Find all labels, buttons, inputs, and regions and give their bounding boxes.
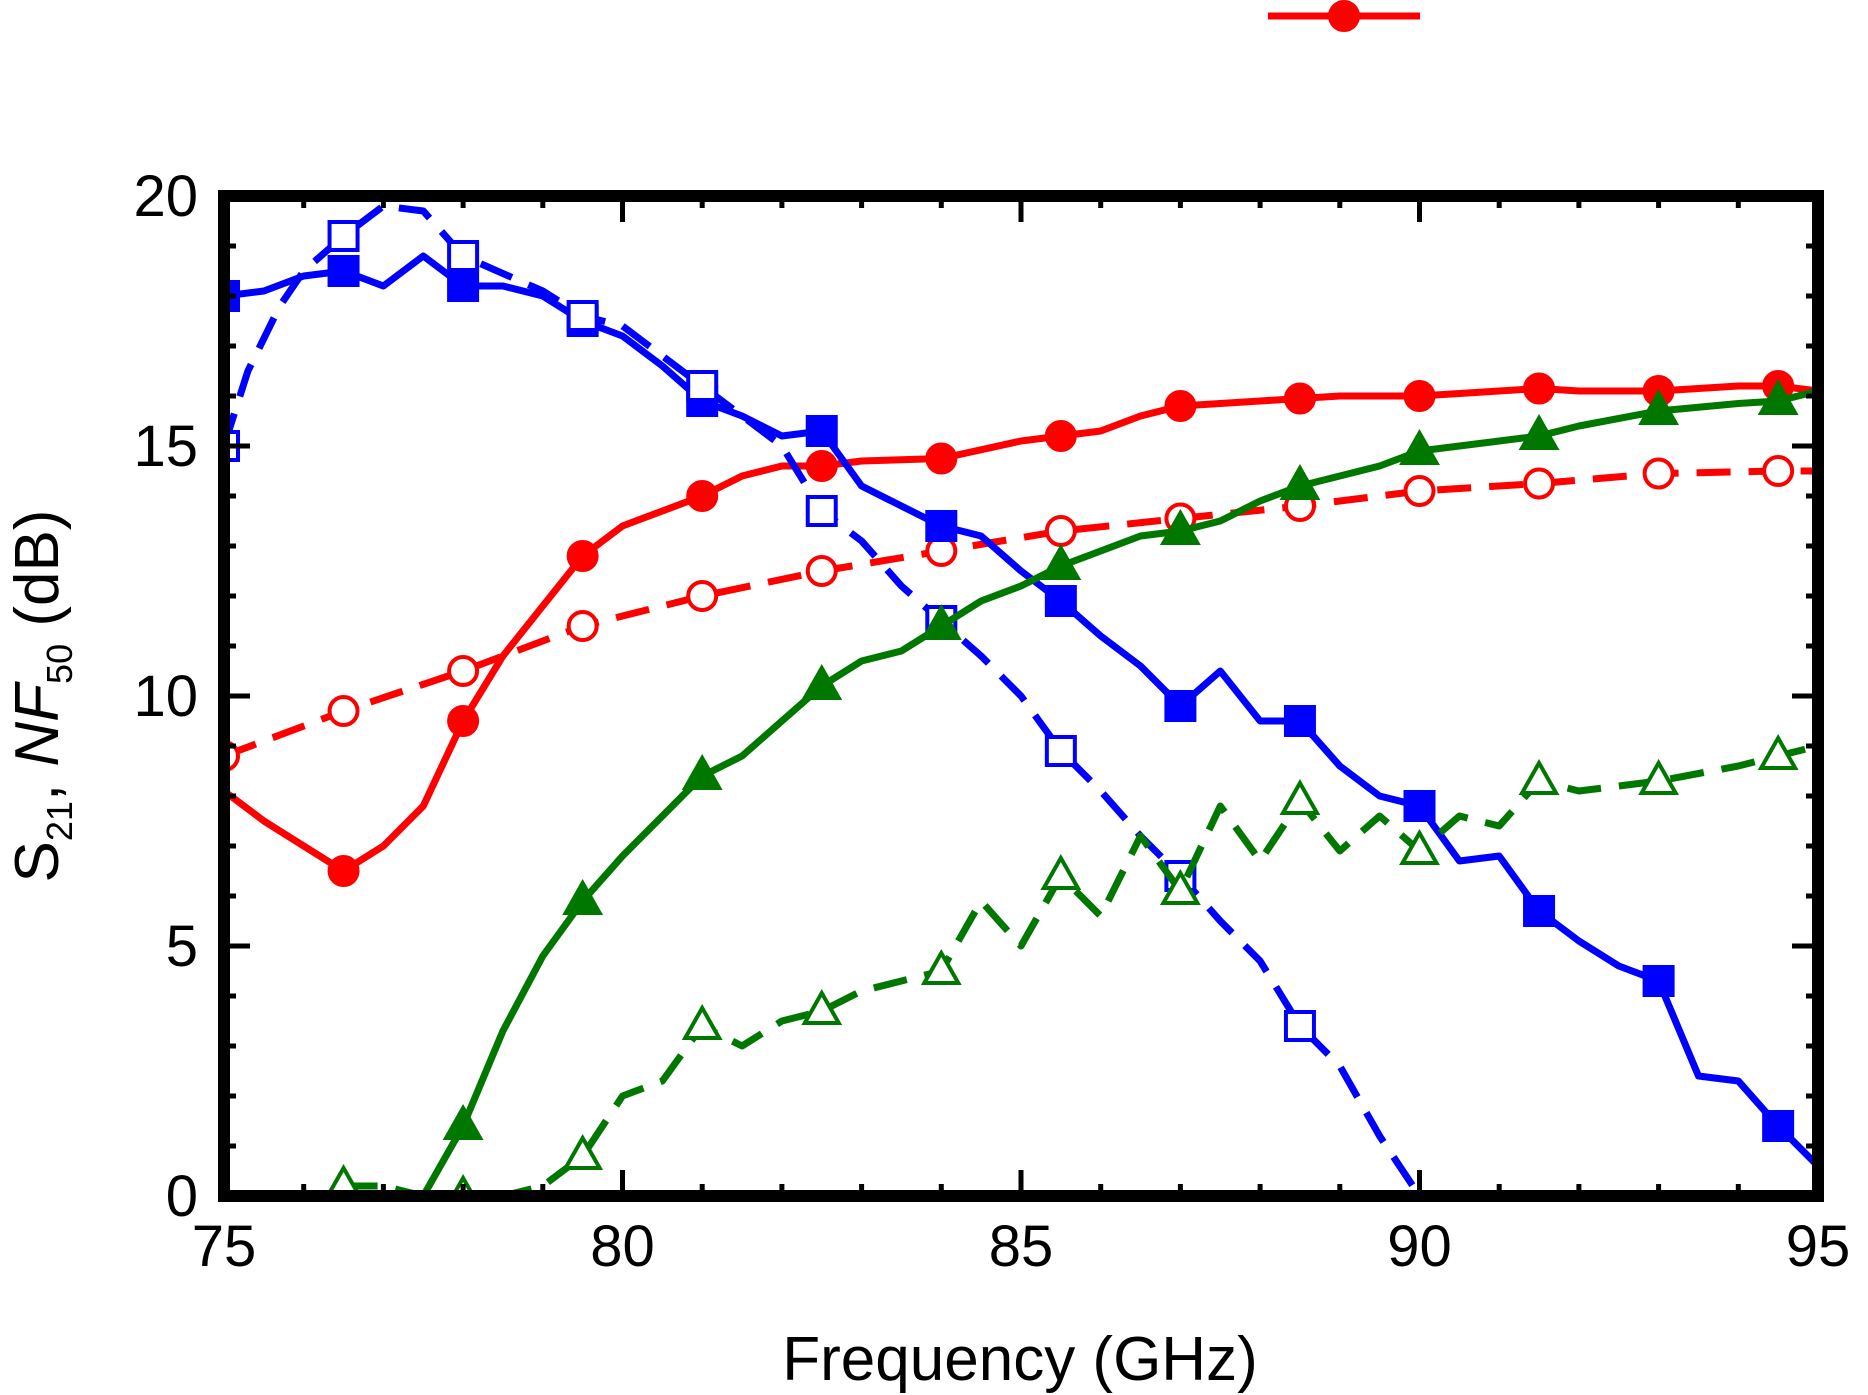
red-dashed-open-circle xyxy=(218,455,1818,772)
green-solid-filled-triangle-marker xyxy=(1638,388,1680,425)
green-dashed-open-triangle-marker xyxy=(1638,758,1680,795)
green-dashed-open-triangle-marker xyxy=(562,1133,604,1170)
green-solid-filled-triangle xyxy=(420,378,1819,1196)
green-solid-filled-triangle-marker xyxy=(1757,378,1799,415)
green-solid-filled-triangle-marker xyxy=(562,878,604,915)
green-dashed-open-triangle-marker xyxy=(1757,733,1799,770)
blue-solid-filled-square-marker xyxy=(1523,895,1556,927)
green-solid-filled-triangle-marker xyxy=(681,753,723,790)
x-tick-label: 80 xyxy=(590,1214,655,1279)
series-layer xyxy=(218,202,1821,1196)
blue-dashed-open-square-marker xyxy=(447,240,480,272)
red-dashed-open-circle-marker xyxy=(1403,475,1436,507)
y-tick-labels: 0 5 10 15 20 xyxy=(133,164,198,1229)
green-dashed-open-triangle-marker xyxy=(681,1003,723,1040)
x-tick-label: 75 xyxy=(192,1214,257,1279)
red-dashed-open-circle-line xyxy=(222,467,1818,760)
green-dashed-open-triangle-line xyxy=(343,742,1819,1196)
green-dashed-open-triangle-marker xyxy=(1040,853,1082,890)
green-solid-filled-triangle-marker xyxy=(801,663,843,700)
x-tick-label: 90 xyxy=(1387,1214,1452,1279)
red-solid-filled-circle-marker xyxy=(925,442,958,475)
red-solid-filled-circle-marker xyxy=(805,450,838,482)
y-tick-label: 20 xyxy=(133,164,198,229)
blue-solid-filled-square-marker xyxy=(805,415,838,447)
green-solid-filled-triangle-marker xyxy=(1159,508,1201,545)
blue-dashed-open-square-marker xyxy=(327,220,360,252)
green-solid-filled-triangle-marker xyxy=(1279,463,1321,500)
red-solid-filled-circle-marker xyxy=(1523,372,1556,405)
y-axis-title: S21, NF50 (dB) xyxy=(3,510,80,883)
y-axis-title-unit: (dB) xyxy=(3,510,72,644)
x-tick-label: 85 xyxy=(989,1214,1054,1279)
red-solid-filled-circle xyxy=(221,370,1819,887)
red-solid-filled-circle-marker xyxy=(447,705,480,737)
y-axis-title-prefix: S xyxy=(3,841,72,882)
blue-solid-filled-square-marker xyxy=(1642,965,1675,997)
red-solid-filled-circle-marker xyxy=(1328,0,1360,32)
green-solid-filled-triangle-line xyxy=(420,387,1819,1196)
green-dashed-open-triangle xyxy=(325,733,1819,1196)
red-solid-filled-circle-marker xyxy=(686,480,719,512)
y-axis-title-var: NF xyxy=(3,681,72,767)
red-solid-filled-circle-marker xyxy=(1164,390,1197,422)
green-dashed-open-triangle-marker xyxy=(801,988,843,1025)
blue-solid-filled-square-marker xyxy=(1044,585,1077,617)
green-dashed-open-triangle-marker xyxy=(1159,868,1201,905)
red-solid-filled-circle-marker xyxy=(327,855,360,887)
x-axis-title: Frequency (GHz) xyxy=(782,1325,1257,1394)
red-dashed-open-circle-marker xyxy=(1642,457,1675,490)
x-tick-labels: 75 80 85 90 95 xyxy=(192,1214,1851,1279)
red-dashed-open-circle-marker xyxy=(1523,467,1556,500)
blue-solid-filled-square-marker xyxy=(1283,705,1316,737)
y-axis-title-sep: , xyxy=(3,767,72,801)
blue-dashed-open-square xyxy=(218,202,1423,1196)
blue-solid-filled-square-marker xyxy=(327,255,360,287)
red-dashed-open-circle-marker xyxy=(1762,455,1795,487)
green-dashed-open-triangle-marker xyxy=(1518,758,1560,795)
red-solid-filled-circle-marker xyxy=(1403,380,1436,412)
blue-solid-filled-square-marker xyxy=(447,270,480,302)
red-solid-filled-circle-line xyxy=(221,382,1819,875)
green-dashed-open-triangle-marker xyxy=(1399,828,1440,865)
green-dashed-open-triangle-marker xyxy=(920,948,962,985)
legend xyxy=(1268,0,1420,32)
red-dashed-open-circle-marker xyxy=(1044,515,1077,547)
red-dashed-open-circle-marker xyxy=(686,580,719,612)
green-solid-filled-triangle-marker xyxy=(1040,543,1082,580)
blue-solid-filled-square-marker xyxy=(1164,690,1197,722)
blue-dashed-open-square-marker xyxy=(1044,735,1077,767)
blue-dashed-open-square-marker xyxy=(686,370,719,402)
blue-solid-filled-square-marker xyxy=(1403,790,1436,822)
red-dashed-open-circle-marker xyxy=(566,610,599,642)
y-tick-label: 10 xyxy=(133,664,198,729)
red-solid-filled-circle-marker xyxy=(566,540,599,572)
green-solid-filled-triangle-marker xyxy=(442,1103,484,1140)
green-solid-filled-triangle-marker xyxy=(1518,413,1560,450)
blue-solid-filled-square-marker xyxy=(925,510,958,542)
y-axis-title-var-sub: 50 xyxy=(39,644,80,684)
x-tick-label: 95 xyxy=(1786,1214,1851,1279)
green-dashed-open-triangle-marker xyxy=(325,1163,362,1196)
green-solid-filled-triangle-marker xyxy=(920,603,962,640)
blue-solid-filled-square-marker xyxy=(1762,1110,1795,1142)
y-tick-label: 5 xyxy=(166,914,198,979)
red-solid-filled-circle-marker xyxy=(1283,382,1316,415)
green-solid-filled-triangle-marker xyxy=(1399,428,1440,465)
red-dashed-open-circle-marker xyxy=(805,555,838,587)
y-tick-label: 0 xyxy=(166,1164,198,1229)
y-axis-title-prefix-sub: 21 xyxy=(39,801,80,841)
red-dashed-open-circle-marker xyxy=(327,695,360,727)
red-dashed-open-circle-marker xyxy=(447,655,480,687)
blue-dashed-open-square-marker xyxy=(805,495,838,527)
red-solid-filled-circle-marker xyxy=(1044,420,1077,452)
blue-dashed-open-square-marker xyxy=(1283,1010,1316,1042)
blue-dashed-open-square-marker xyxy=(566,300,599,332)
y-tick-label: 15 xyxy=(133,414,198,479)
green-dashed-open-triangle-marker xyxy=(1279,778,1321,815)
plot-frame xyxy=(218,190,1824,1202)
